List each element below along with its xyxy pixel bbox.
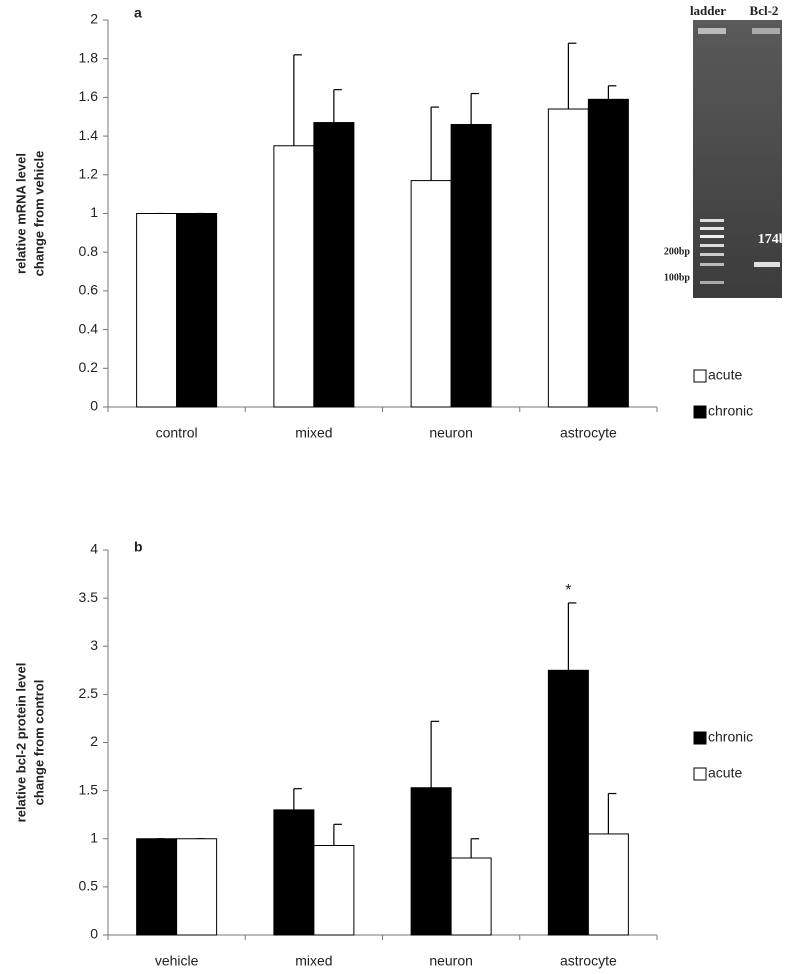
y-tick-label: 0.4 [79, 320, 99, 336]
legend-label: acute [708, 367, 742, 383]
gel-background [693, 20, 782, 298]
y-tick-label: 1 [90, 829, 98, 845]
y-tick-label: 2 [90, 11, 98, 27]
bar [273, 809, 315, 936]
legend-label: chronic [708, 403, 753, 419]
bar [313, 844, 355, 936]
gel-band [700, 219, 724, 222]
bar [410, 180, 452, 408]
panel-label: b [134, 539, 143, 555]
bar [273, 145, 315, 408]
y-tick-label: 1.8 [79, 49, 99, 65]
y-tick-label: 2 [90, 733, 98, 749]
legend-swatch [693, 369, 707, 383]
band-label: 174bp [758, 232, 795, 247]
bar [450, 123, 492, 408]
gel-image: ladder Bcl-2 200bp 100bp 174bp [664, 3, 795, 298]
x-tick-label: vehicle [155, 953, 199, 969]
lane-label: ladder [690, 3, 726, 18]
lane-label: Bcl-2 [750, 3, 779, 18]
y-tick-label: 0.8 [79, 243, 99, 259]
y-axis-label: relative bcl-2 protein level [13, 663, 28, 823]
y-axis-label: relative mRNA level [13, 153, 28, 274]
x-tick-label: astrocyte [560, 425, 617, 441]
gel-band [700, 253, 724, 256]
marker-label: 100bp [664, 272, 691, 283]
y-tick-label: 0.6 [79, 282, 99, 298]
y-tick-label: 3.5 [79, 589, 99, 605]
y-tick-label: 1 [90, 204, 98, 220]
y-tick-label: 0 [90, 398, 98, 414]
gel-well [752, 28, 780, 34]
x-tick-label: neuron [429, 953, 473, 969]
y-tick-label: 1.6 [79, 88, 99, 104]
y-tick-label: 3 [90, 637, 98, 653]
bar [176, 213, 218, 408]
x-tick-label: astrocyte [560, 953, 617, 969]
bar [176, 838, 218, 936]
y-tick-label: 1.2 [79, 166, 99, 182]
bar [136, 213, 178, 408]
marker-label: 200bp [664, 246, 691, 257]
y-axis-label: change from control [31, 680, 46, 806]
bar [587, 98, 629, 408]
bar [587, 833, 629, 936]
y-tick-label: 0 [90, 926, 98, 942]
x-tick-label: mixed [295, 953, 332, 969]
x-tick-label: control [156, 425, 198, 441]
x-tick-label: neuron [429, 425, 473, 441]
significance-marker: * [565, 582, 571, 599]
gel-band [700, 227, 724, 230]
panel-label: a [134, 5, 142, 21]
gel-band [754, 262, 780, 267]
gel-band [700, 281, 724, 284]
legend-swatch [693, 405, 707, 419]
legend-label: acute [708, 765, 742, 781]
x-tick-label: mixed [295, 425, 332, 441]
gel-band [700, 263, 724, 266]
y-tick-label: 1.4 [79, 127, 99, 143]
bar [313, 122, 355, 408]
bar [547, 669, 589, 936]
bar [547, 108, 589, 408]
y-tick-label: 1.5 [79, 781, 99, 797]
y-axis-label: change from vehicle [31, 151, 46, 277]
bar [410, 787, 452, 936]
legend-swatch [693, 731, 707, 745]
legend-label: chronic [708, 729, 753, 745]
legend-swatch [693, 767, 707, 781]
gel-band [700, 244, 724, 247]
bar [136, 838, 178, 936]
y-tick-label: 0.5 [79, 878, 99, 894]
y-tick-label: 4 [90, 541, 98, 557]
gel-well [698, 28, 726, 34]
bar [450, 857, 492, 936]
gel-band [700, 235, 724, 238]
y-tick-label: 2.5 [79, 685, 99, 701]
y-tick-label: 0.2 [79, 359, 99, 375]
